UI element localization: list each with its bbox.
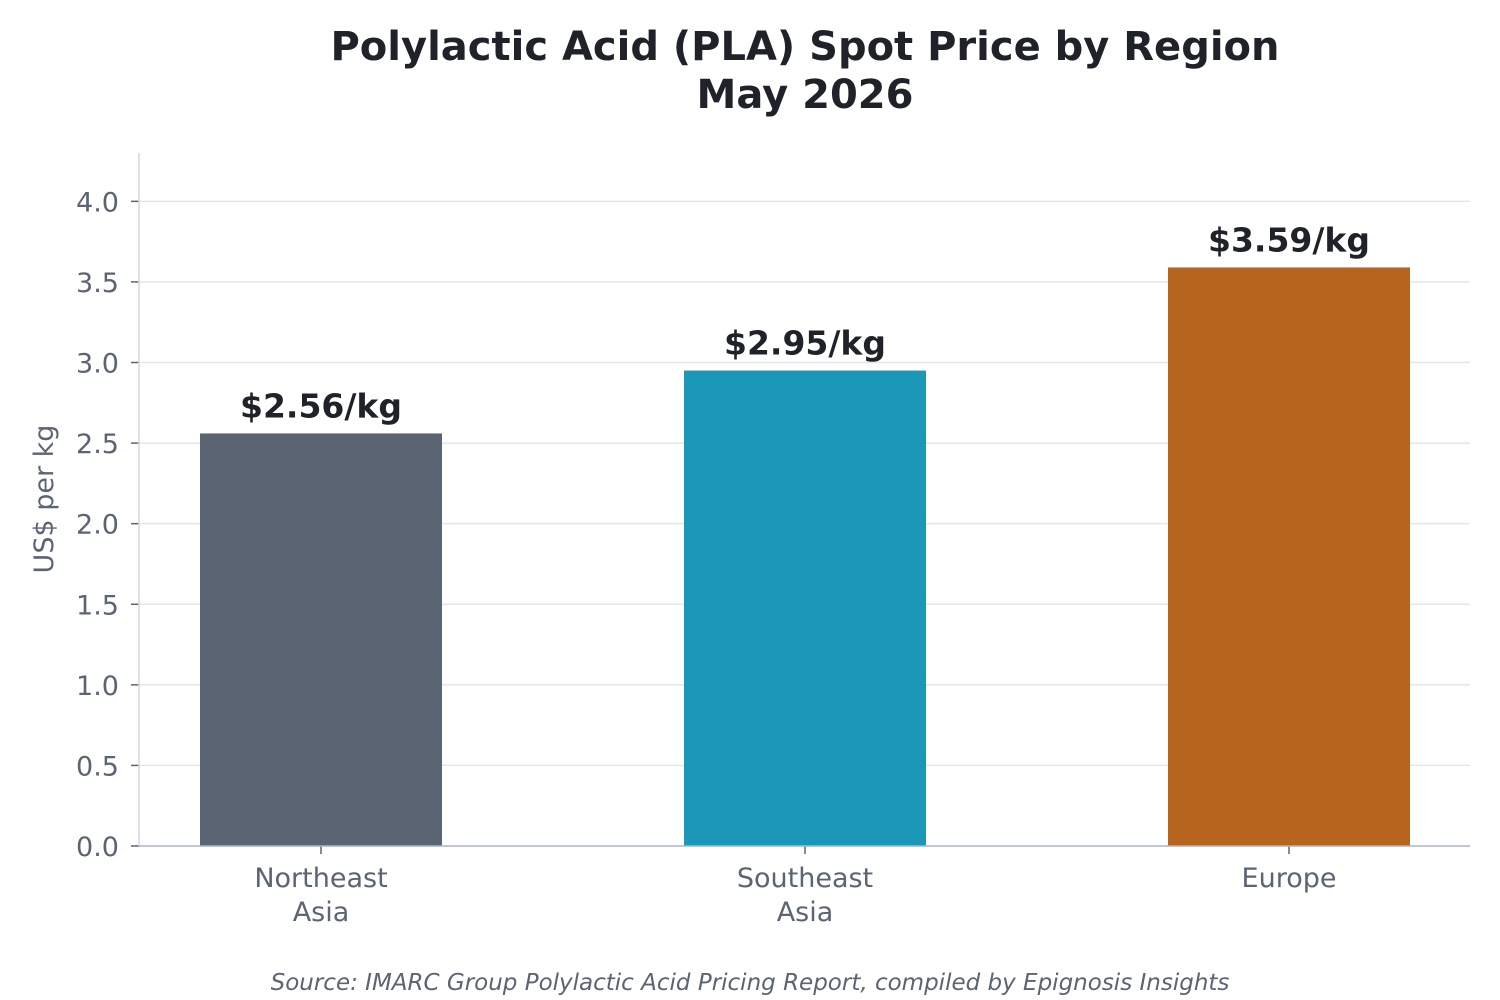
x-tick-label: Southeast Asia <box>737 863 873 928</box>
x-tick-label: Northeast Asia <box>254 863 387 928</box>
bars <box>200 267 1410 847</box>
y-tick-label: 2.5 <box>76 429 119 460</box>
y-tick-label: 1.5 <box>76 590 119 621</box>
bar <box>1168 267 1410 847</box>
chart-title-line-1: Polylactic Acid (PLA) Spot Price by Regi… <box>330 24 1279 70</box>
axes <box>131 153 1470 854</box>
y-tick-label: 1.0 <box>76 671 119 702</box>
bar <box>684 370 926 846</box>
y-tick-label: 0.5 <box>76 751 119 782</box>
x-tick-label: Europe <box>1242 863 1337 894</box>
y-tick-label: 0.0 <box>76 832 119 863</box>
data-labels: $2.56/kg $2.95/kg $3.59/kg <box>240 220 1370 425</box>
chart-title: Polylactic Acid (PLA) Spot Price by Regi… <box>330 24 1279 118</box>
y-tick-label: 2.0 <box>76 510 119 541</box>
bar-value-label: $2.95/kg <box>724 324 886 363</box>
y-tick-label: 3.5 <box>76 268 119 299</box>
y-tick-label: 4.0 <box>76 187 119 218</box>
bar-value-label: $3.59/kg <box>1208 220 1370 259</box>
bar <box>200 433 442 846</box>
chart-title-line-2: May 2026 <box>697 72 914 118</box>
y-tick-labels: 0.0 0.5 1.0 1.5 2.0 2.5 3.0 3.5 4.0 <box>76 187 119 863</box>
y-axis-title: US$ per kg <box>29 425 60 574</box>
x-tick-labels: Northeast Asia Southeast Asia Europe <box>254 863 1336 928</box>
y-tick-label: 3.0 <box>76 349 119 380</box>
source-note: Source: IMARC Group Polylactic Acid Pric… <box>271 970 1230 996</box>
bar-value-label: $2.56/kg <box>240 386 402 425</box>
